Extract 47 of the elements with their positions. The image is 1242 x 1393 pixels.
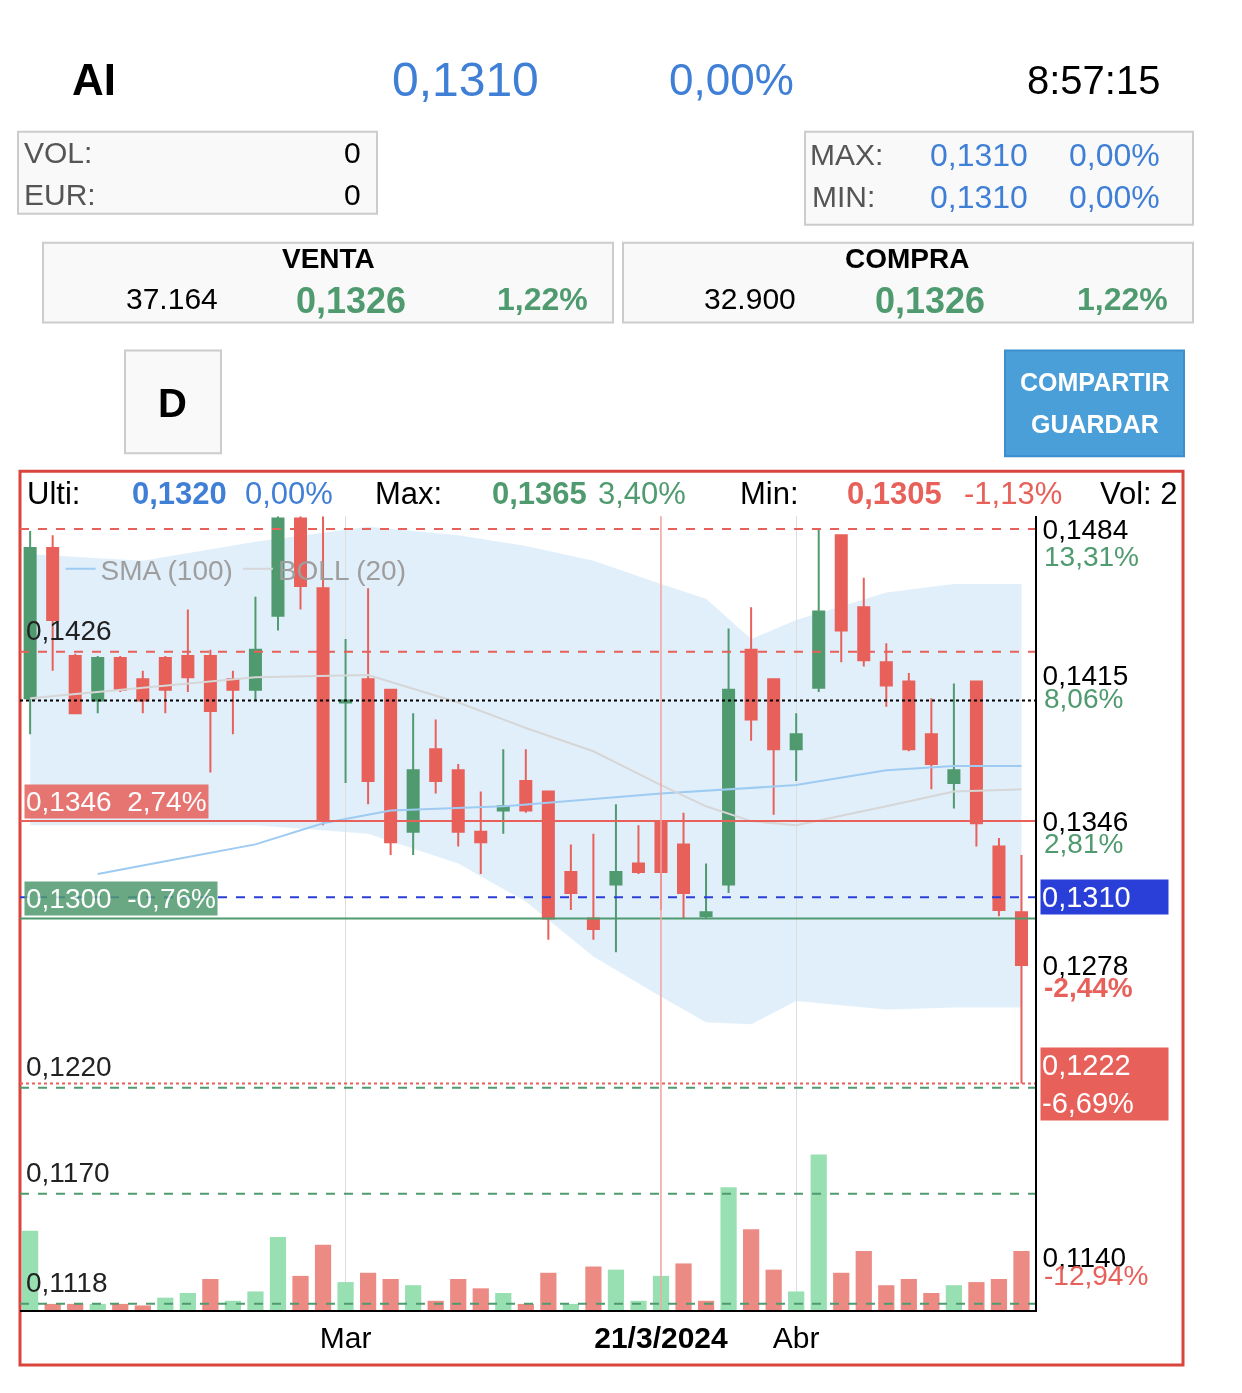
text: 0,1310 xyxy=(930,137,1028,173)
text: VENTA xyxy=(282,243,375,274)
x-tick-label: 21/3/2024 xyxy=(594,1321,729,1355)
text: 0,00% xyxy=(669,55,794,104)
text: COMPRA xyxy=(845,243,970,274)
text: 0,00% xyxy=(1069,179,1160,215)
text: 0,1326 xyxy=(296,280,407,321)
text: Max: xyxy=(375,476,443,511)
y-tick-label: 0,1484 xyxy=(1042,513,1129,545)
text: 0,1320 xyxy=(132,476,227,511)
text: Min: xyxy=(740,476,799,511)
text: 0,1305 xyxy=(847,476,942,511)
ref-line-label: 0,1170 xyxy=(26,1157,110,1188)
ref-line-label: 0,1222 -6,69% xyxy=(1042,1049,1134,1119)
ref-line-label: 0,1300 -0,76% xyxy=(26,883,216,914)
text: 0,00% xyxy=(1069,137,1160,173)
text: VOL: xyxy=(24,136,93,169)
ref-line-label: 0,1118 xyxy=(26,1267,108,1298)
text: EUR: xyxy=(24,178,96,211)
text: 32.900 xyxy=(704,282,796,315)
text: COMPARTIR xyxy=(1020,368,1170,396)
text: 0,1326 xyxy=(875,280,986,321)
text: 0,1365 xyxy=(492,476,587,511)
text: 1,22% xyxy=(1077,281,1168,317)
ref-line-label: 0,1310 xyxy=(1042,881,1131,913)
text: 0,1310 xyxy=(930,179,1028,215)
ref-line-label: 0,1346 2,74% xyxy=(26,786,207,817)
text: 0 xyxy=(344,178,361,211)
text: D xyxy=(158,381,187,425)
text: -1,13% xyxy=(964,476,1063,511)
legend-label: SMA (100) xyxy=(100,554,233,586)
text: Vol: 2 xyxy=(1100,476,1178,511)
ref-line-label: 0,1220 xyxy=(26,1051,112,1082)
text: MIN: xyxy=(812,180,876,213)
text: 0 xyxy=(344,136,361,169)
text: GUARDAR xyxy=(1031,410,1159,438)
chart-title: AI xyxy=(72,55,116,104)
text: 37.164 xyxy=(126,282,218,315)
text: 0,00% xyxy=(245,476,333,511)
text: MAX: xyxy=(810,138,884,171)
text: 3,40% xyxy=(598,476,686,511)
x-tick-label: Mar xyxy=(319,1321,372,1355)
text: 0,1310 xyxy=(392,53,539,106)
text: 8:57:15 xyxy=(1027,58,1161,102)
x-tick-label: Abr xyxy=(772,1321,820,1355)
text: Ulti: xyxy=(27,476,81,511)
text: 1,22% xyxy=(497,281,588,317)
